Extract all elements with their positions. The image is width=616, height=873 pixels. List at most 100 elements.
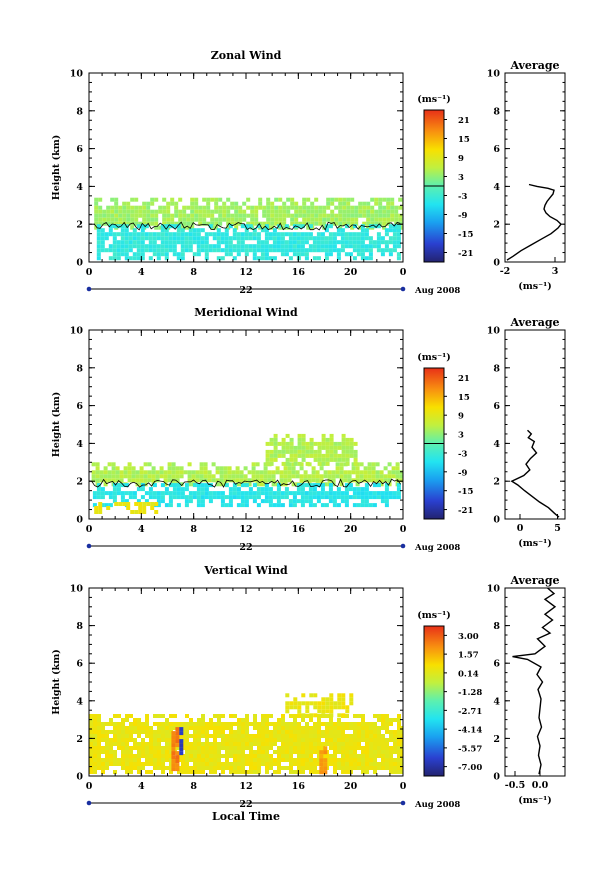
heatmap-cell: [336, 228, 341, 233]
heatmap-cell: [196, 240, 201, 245]
panel-title: Vertical Wind: [203, 564, 288, 577]
heatmap-cell: [98, 510, 103, 514]
heatmap-cell: [339, 482, 344, 487]
heatmap-cell: [314, 213, 319, 218]
heatmap-cell: [98, 221, 103, 226]
heatmap-cell: [229, 722, 233, 726]
avg-y-tick-label: 10: [487, 326, 501, 337]
heatmap-cell: [142, 213, 147, 218]
heatmap-cell: [248, 244, 253, 249]
heatmap-cell: [345, 770, 349, 774]
heatmap-cell: [89, 738, 93, 742]
heatmap-cell: [333, 441, 338, 446]
heatmap-cell: [119, 474, 124, 479]
heatmap-cell: [355, 482, 360, 487]
heatmap-cell: [96, 236, 101, 241]
heatmap-cell: [248, 495, 253, 500]
heatmap-cell: [204, 483, 209, 488]
heatmap-cell: [351, 478, 356, 483]
heatmap-cell: [312, 248, 317, 253]
heatmap-cell: [341, 758, 345, 762]
heatmap-cell: [305, 754, 309, 758]
heatmap-cell: [350, 225, 355, 230]
heatmap-cell: [322, 209, 327, 214]
heatmap-cell: [185, 714, 189, 718]
heatmap-cell: [150, 217, 155, 222]
heatmap-cell: [266, 217, 271, 222]
heatmap-cell: [260, 240, 265, 245]
y-tick-label: 0: [76, 772, 83, 783]
heatmap-cell: [123, 474, 128, 479]
heatmap-cell: [285, 754, 289, 758]
heatmap-cell: [381, 754, 385, 758]
heatmap-cell: [300, 248, 305, 253]
heatmap-cell: [394, 217, 399, 222]
heatmap-cell: [196, 495, 201, 500]
heatmap-cell: [305, 758, 309, 762]
heatmap-cell: [313, 734, 317, 738]
heatmap-cell: [140, 495, 145, 500]
heatmap-cell: [221, 766, 225, 770]
heatmap-cell: [273, 441, 278, 446]
heatmap-cell: [107, 474, 112, 479]
heatmap-cell: [134, 197, 139, 202]
heatmap-cell: [354, 213, 359, 218]
heatmap-cell: [373, 726, 377, 730]
heatmap-cell: [133, 762, 137, 766]
heatmap-cell: [237, 722, 241, 726]
heatmap-cell: [360, 232, 365, 237]
heatmap-cell: [182, 217, 187, 222]
heatmap-cell: [181, 722, 185, 726]
heatmap-cell: [378, 197, 383, 202]
heatmap-cell: [238, 221, 243, 226]
heatmap-cell: [114, 209, 119, 214]
heatmap-cell: [164, 244, 169, 249]
heatmap-cell: [273, 750, 277, 754]
heatmap-cell: [197, 754, 201, 758]
x-tick-label: 16: [292, 524, 306, 535]
heatmap-cell: [285, 445, 290, 450]
heatmap-cell: [309, 750, 313, 754]
heatmap-cell: [292, 499, 297, 504]
heatmap-cell: [281, 738, 285, 742]
heatmap-cell: [365, 750, 369, 754]
heatmap-cell: [146, 217, 151, 222]
heatmap-cell: [151, 470, 156, 475]
heatmap-cell: [189, 754, 193, 758]
heatmap-cell: [349, 750, 353, 754]
heatmap-cell: [204, 236, 209, 241]
heatmap-cell: [117, 746, 121, 750]
heatmap-cell: [304, 495, 309, 500]
heatmap-cell: [269, 762, 273, 766]
heatmap-cell: [321, 722, 325, 726]
heatmap-cell: [307, 478, 312, 483]
heatmap-cell: [393, 718, 397, 722]
heatmap-cell: [339, 462, 344, 467]
heatmap-cell: [188, 499, 193, 504]
heatmap-cell: [329, 701, 334, 706]
y-axis-label: Height (km): [51, 392, 62, 458]
heatmap-cell: [132, 244, 137, 249]
heatmap-cell: [329, 441, 334, 446]
heatmap-cell: [391, 470, 396, 475]
avg-x-tick-label: -2: [500, 266, 511, 277]
heatmap-cell: [381, 750, 385, 754]
heatmap-cell: [345, 709, 350, 714]
heatmap-cell: [233, 770, 237, 774]
y-tick-label: 6: [76, 144, 83, 155]
heatmap-cell: [125, 714, 129, 718]
heatmap-cell: [381, 738, 385, 742]
heatmap-cell: [397, 726, 401, 730]
heatmap-cell: [141, 754, 145, 758]
heatmap-cell: [206, 201, 211, 206]
heatmap-cell: [171, 739, 176, 744]
heatmap-cell: [117, 730, 121, 734]
heatmap-cell: [382, 225, 387, 230]
heatmap-cell: [282, 213, 287, 218]
heatmap-cell: [148, 248, 153, 253]
heatmap-cell: [121, 722, 125, 726]
heatmap-cell: [357, 726, 361, 730]
heatmap-cell: [175, 751, 180, 756]
heatmap-cell: [378, 217, 383, 222]
heatmap-cell: [345, 705, 350, 710]
